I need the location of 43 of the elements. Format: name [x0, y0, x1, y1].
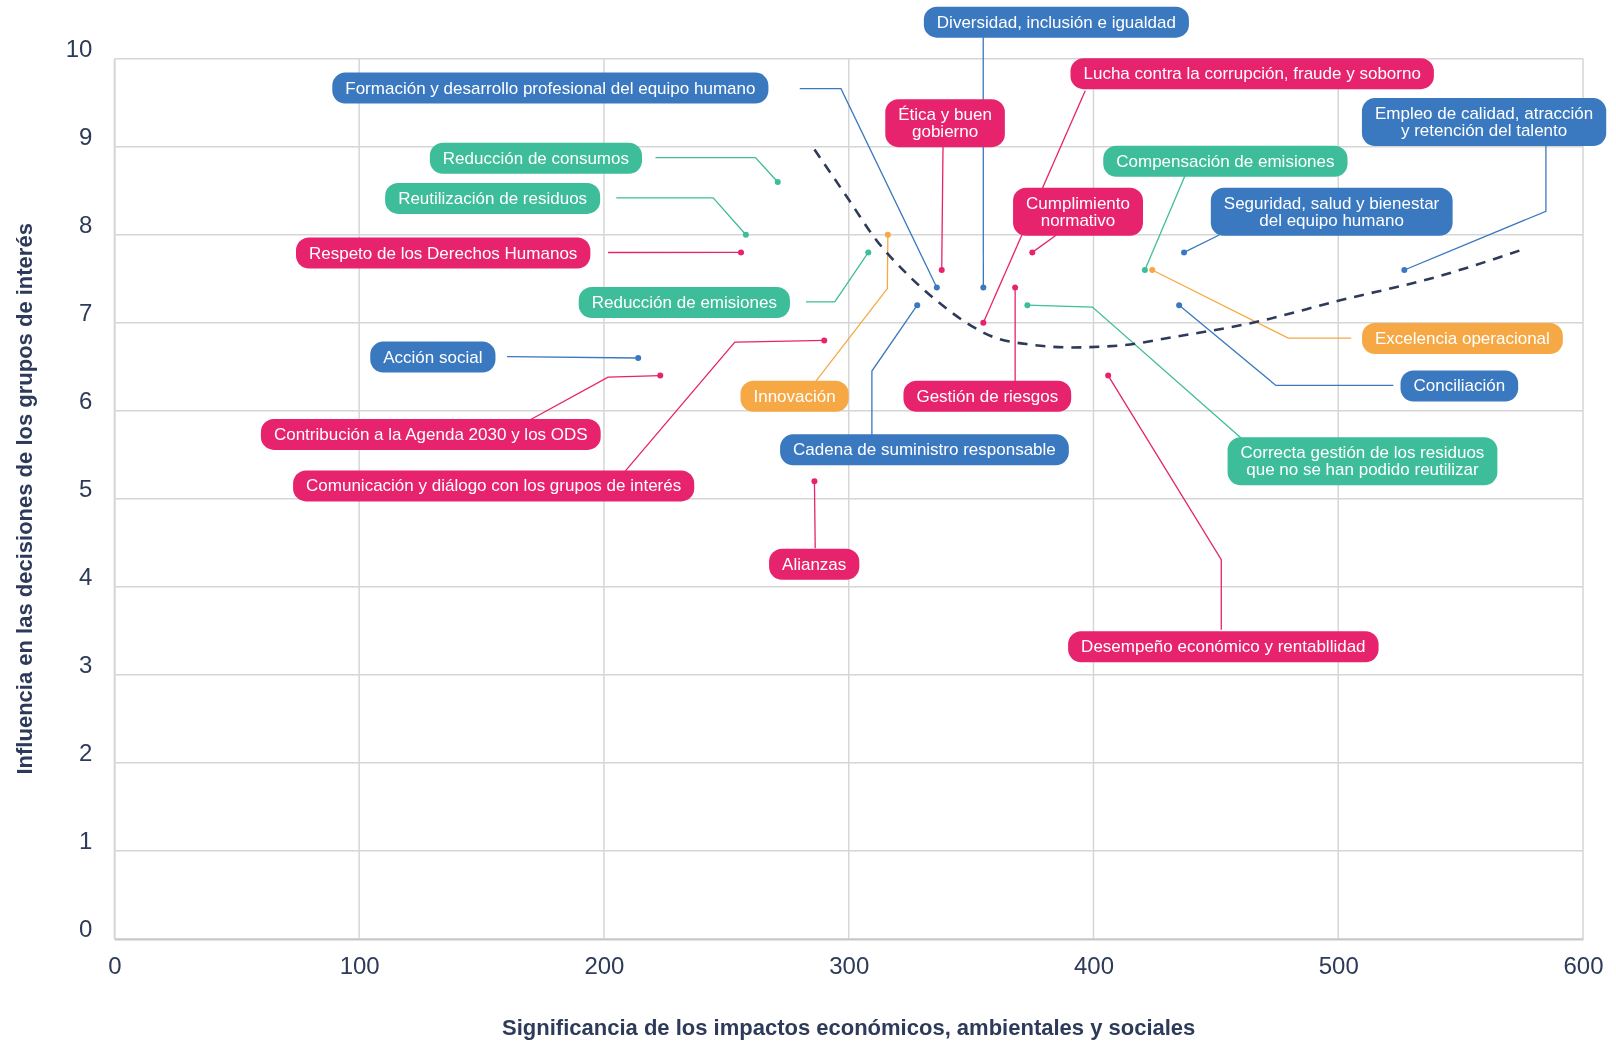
text: Reducción de consumos [442, 148, 629, 168]
x-tick-label: 500 [1318, 951, 1359, 979]
y-tick-label: 0 [79, 914, 93, 942]
y-tick-label: 10 [65, 34, 93, 62]
text: Innovación [753, 386, 836, 406]
y-tick-label: 5 [79, 474, 93, 502]
text: Seguridad, salud y bienestar del equipo humano [1223, 193, 1440, 230]
text: Empleo de calidad, atracción y retención del talento [1374, 104, 1594, 141]
y-tick-label: 4 [79, 562, 93, 590]
text: Alianzas [782, 554, 847, 574]
text: Excelencia operacional [1375, 329, 1550, 349]
text: Reducción de emisiones [591, 292, 777, 312]
y-tick-label: 8 [79, 210, 93, 238]
text: Ética y buen gobierno [898, 105, 992, 142]
x-tick-label: 300 [829, 951, 870, 979]
text: Cadena de suministro responsable [793, 440, 1056, 460]
text: Comunicación y diálogo con los grupos de interés [306, 476, 682, 496]
y-tick-label: 1 [79, 826, 93, 854]
x-tick-label: 200 [584, 951, 625, 979]
text: Contribución a la Agenda 2030 y los ODS [273, 424, 588, 444]
y-tick-label: 3 [79, 650, 93, 678]
text: Lucha contra la corrupción, fraude y soborno [1083, 64, 1421, 84]
x-tick-label: 100 [339, 951, 380, 979]
text: Conciliación [1413, 376, 1506, 396]
x-tick-label: 400 [1073, 951, 1114, 979]
text: Respeto de los Derechos Humanos [308, 243, 578, 263]
y-tick-label: 9 [79, 122, 93, 150]
text: Desempeño económico y rentabllidad [1081, 637, 1366, 657]
text: Correcta gestión de los residuos que no se han podido reutilizar [1240, 443, 1485, 480]
text: Reutilización de residuos [398, 188, 588, 208]
text: Formación y desarrollo profesional del equipo humano [345, 78, 756, 98]
y-axis-title: Influencia en las decisiones de los grupos de interés [12, 223, 37, 775]
y-tick-label: 7 [79, 298, 93, 326]
x-axis-title: Significancia de los impactos económicos, ambientales y sociales [502, 1015, 1196, 1040]
y-tick-label: 6 [79, 386, 93, 414]
text: Gestión de riesgos [916, 386, 1059, 406]
series-label: Cumplimiento normativo [1026, 193, 1130, 230]
text: Diversidad, inclusión e igualdad [936, 12, 1176, 32]
y-tick-label: 2 [79, 738, 93, 766]
text: Acción social [383, 347, 483, 367]
x-tick-label: 600 [1563, 951, 1604, 979]
text: Compensación de emisiones [1116, 151, 1335, 171]
x-tick-label: 0 [108, 951, 122, 979]
